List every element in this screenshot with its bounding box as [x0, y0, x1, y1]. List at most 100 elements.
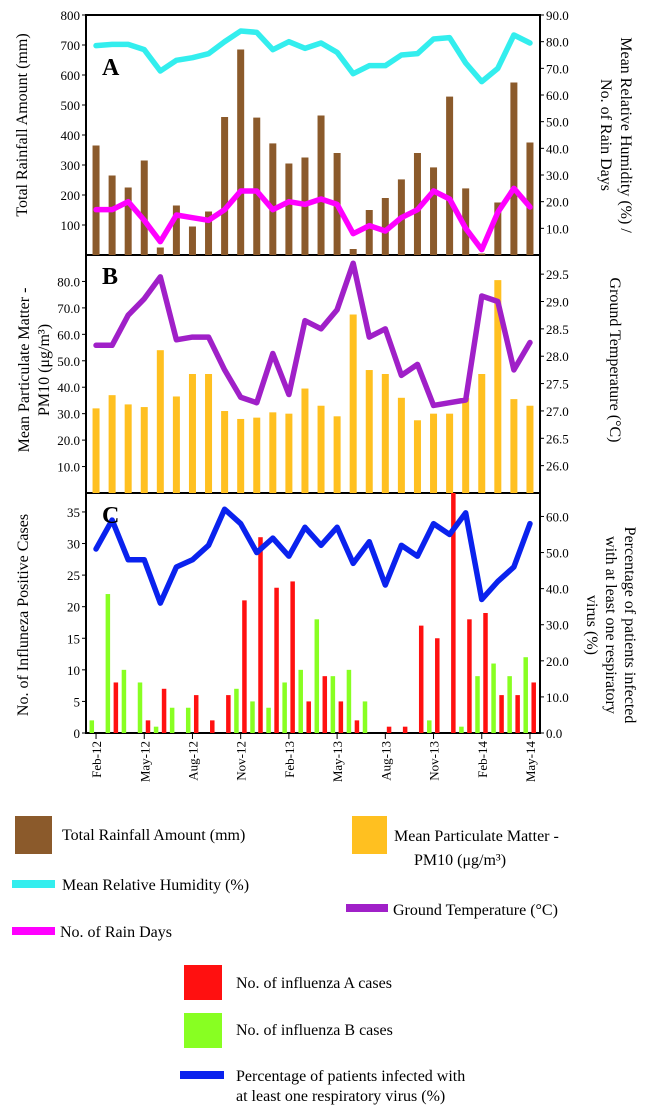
tick-c-left-3: 15: [67, 631, 80, 646]
bar-a-1-6: [189, 227, 196, 256]
tick-b-left-1: 20.0: [57, 433, 80, 448]
bar-a-1-26: [510, 83, 517, 256]
bar-c-1-14: [323, 676, 328, 733]
bar-a-1-14: [318, 116, 325, 256]
tick-c-left-7: 35: [67, 505, 80, 520]
bar-c-1-25: [499, 695, 504, 733]
tick-c-right-0: 0.0: [546, 726, 562, 741]
bar-c-2-6: [186, 708, 191, 733]
bar-a-1-11: [269, 143, 276, 255]
bar-b-1-5: [173, 396, 180, 493]
bar-b-1-11: [269, 412, 276, 493]
bar-c-2-1: [106, 594, 111, 733]
legend-label-pct-line2: at least one respiratory virus (%): [236, 1088, 445, 1105]
tick-b-right-7: 29.5: [546, 267, 569, 282]
bar-a-1-17: [366, 210, 373, 255]
bar-c-2-24: [475, 676, 480, 733]
bar-c-1-8: [226, 695, 231, 733]
panel-b-letter: B: [102, 264, 118, 290]
legend-swatch-flu-a: [184, 965, 222, 1000]
xtick-label-8: Feb-14: [475, 741, 490, 778]
bar-c-1-6: [194, 695, 199, 733]
bar-a-1-4: [157, 248, 164, 256]
tick-b-left-2: 30.0: [57, 407, 80, 422]
bar-b-1-21: [430, 414, 437, 493]
bar-a-1-0: [93, 146, 100, 256]
bar-c-2-27: [523, 657, 528, 733]
bar-c-2-16: [347, 670, 352, 733]
bar-c-1-13: [306, 701, 311, 733]
bar-c-2-17: [363, 701, 368, 733]
line-c-1: [96, 509, 530, 603]
tick-b-left-3: 40.0: [57, 380, 80, 395]
bar-a-1-9: [237, 50, 244, 256]
tick-c-right-1: 10.0: [546, 690, 569, 705]
tick-b-right-0: 26.0: [546, 459, 569, 474]
bar-c-2-3: [138, 682, 143, 733]
bar-c-2-21: [427, 720, 432, 733]
tick-a-left-5: 600: [61, 68, 81, 83]
bar-b-1-17: [366, 370, 373, 493]
bar-c-1-24: [483, 613, 488, 733]
bar-b-1-7: [205, 374, 212, 493]
tick-b-left-5: 60.0: [57, 327, 80, 342]
panel-c-frame: [86, 493, 540, 733]
bar-c-1-19: [403, 727, 408, 733]
bar-c-2-11: [266, 708, 271, 733]
legend-label-humidity: Mean Relative Humidity (%): [62, 877, 249, 894]
tick-b-right-1: 26.5: [546, 431, 569, 446]
panel-c-marks: [90, 493, 536, 733]
bar-c-2-13: [298, 670, 303, 733]
bar-c-2-14: [315, 619, 320, 733]
panel-c-ylabel-right: Percentage of patients infectedwith at l…: [583, 527, 638, 724]
legend-swatch-rainfall: [15, 816, 52, 854]
line-a-1: [96, 31, 530, 82]
bar-a-1-2: [125, 188, 132, 256]
tick-c-right-5: 50.0: [546, 546, 569, 561]
xtick-label-2: Aug-12: [185, 741, 200, 781]
bar-b-1-1: [109, 395, 116, 493]
xtick-label-9: May-14: [523, 741, 538, 783]
bar-b-1-6: [189, 374, 196, 493]
tick-c-right-2: 20.0: [546, 654, 569, 669]
tick-c-left-2: 10: [67, 663, 80, 678]
panel-b-ylabel-right: Ground Temperature (°C): [606, 278, 623, 443]
bar-c-2-10: [250, 701, 255, 733]
bar-b-1-22: [446, 414, 453, 493]
bar-b-1-19: [398, 398, 405, 493]
legend-label-rainfall: Total Rainfall Amount (mm): [62, 827, 245, 844]
xtick-label-3: Nov-12: [234, 741, 249, 781]
tick-a-right-5: 60.0: [546, 88, 569, 103]
legend-label-pm10-line2: PM10 (μg/m³): [414, 852, 506, 869]
tick-a-right-2: 30.0: [546, 168, 569, 183]
bar-a-1-27: [526, 143, 533, 256]
tick-b-right-4: 28.0: [546, 349, 569, 364]
bar-b-1-0: [93, 408, 100, 493]
bar-c-1-15: [339, 701, 344, 733]
bar-a-1-8: [221, 117, 228, 255]
bar-c-1-18: [387, 727, 392, 733]
xtick-label-6: Aug-13: [378, 741, 393, 781]
legend-label-ground-temp: Ground Temperature (°C): [393, 902, 558, 919]
bar-b-1-24: [478, 374, 485, 493]
bar-c-2-5: [170, 708, 175, 733]
bar-c-2-12: [282, 682, 287, 733]
tick-a-right-8: 90.0: [546, 8, 569, 23]
tick-a-right-0: 10.0: [546, 221, 569, 236]
tick-c-right-4: 40.0: [546, 582, 569, 597]
bar-c-1-16: [355, 720, 360, 733]
tick-b-right-6: 29.0: [546, 295, 569, 310]
bar-c-2-15: [331, 676, 336, 733]
xtick-label-1: May-12: [137, 741, 152, 782]
tick-c-left-6: 30: [67, 537, 80, 552]
bar-b-1-4: [157, 350, 164, 493]
bar-c-1-21: [435, 638, 440, 733]
tick-a-right-4: 50.0: [546, 115, 569, 130]
tick-b-left-4: 50.0: [57, 354, 80, 369]
tick-b-right-5: 28.5: [546, 322, 569, 337]
bar-c-1-26: [515, 695, 520, 733]
bar-c-1-12: [290, 581, 295, 733]
tick-c-left-0: 0: [74, 726, 81, 741]
tick-a-right-3: 40.0: [546, 141, 569, 156]
